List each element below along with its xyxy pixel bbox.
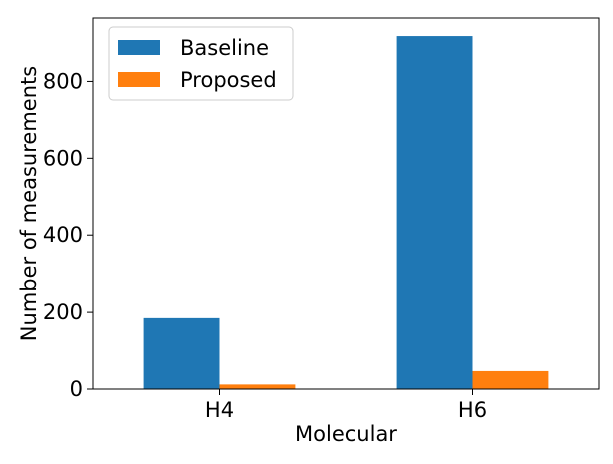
y-tick-label: 200 <box>43 300 83 324</box>
bar-baseline-h6 <box>396 36 473 390</box>
y-axis-label: Number of measurements <box>17 66 41 341</box>
bars-group <box>143 36 549 390</box>
plot-frame <box>92 17 600 390</box>
bar-baseline-h4 <box>143 317 220 389</box>
y-axis-ticks: 0 200 400 600 800 <box>43 69 93 401</box>
y-tick-label: 400 <box>43 223 83 247</box>
legend-swatch-proposed <box>118 72 160 87</box>
bar-proposed-h4 <box>219 384 296 389</box>
x-tick-label: H4 <box>205 398 234 422</box>
y-tick-label: 600 <box>43 146 83 170</box>
legend-label-proposed: Proposed <box>180 68 277 92</box>
y-tick-label: 0 <box>70 377 83 401</box>
legend-label-baseline: Baseline <box>180 36 269 60</box>
y-tick-label: 800 <box>43 69 83 93</box>
legend-swatch-baseline <box>118 40 160 55</box>
legend: Baseline Proposed <box>108 26 294 101</box>
x-axis-label: Molecular <box>295 422 397 446</box>
bar-proposed-h6 <box>472 370 549 389</box>
x-tick-label: H6 <box>458 398 487 422</box>
x-axis-ticks: H4 H6 <box>205 389 487 422</box>
